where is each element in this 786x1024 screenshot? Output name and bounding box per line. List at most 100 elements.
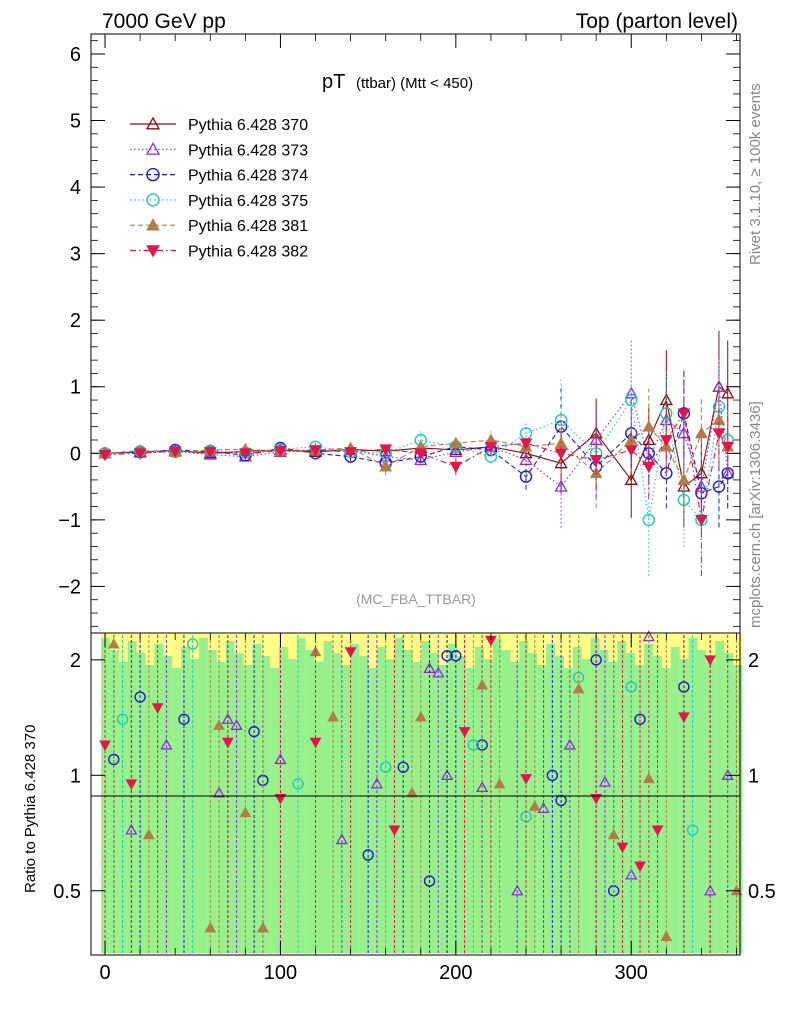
ratio-band-green [359, 656, 369, 953]
data-point [203, 447, 217, 459]
ratio-point [511, 884, 524, 896]
main-ytick-label: 4 [70, 177, 81, 199]
data-point [589, 455, 603, 467]
ratio-ylabel: Ratio to Pythia 6.428 370 [22, 725, 39, 893]
data-point [98, 449, 112, 462]
data-point [554, 479, 568, 492]
series-line [105, 411, 729, 520]
data-point [484, 441, 498, 454]
series-5 [98, 369, 735, 576]
data-point [677, 408, 691, 420]
main-ytick-label: 3 [70, 244, 81, 266]
ratio-band-green [528, 653, 538, 953]
ratio-point [476, 678, 489, 690]
ratio-point [406, 786, 418, 798]
ratio-point [274, 753, 287, 765]
ratio-point [704, 655, 717, 666]
ratio-band-green [510, 662, 520, 953]
ratio-point [555, 794, 567, 807]
data-point [712, 480, 726, 493]
ratio-band-green [181, 647, 191, 953]
ratio-point [134, 691, 146, 703]
data-point [133, 448, 147, 460]
ratio-band-green [519, 641, 529, 953]
ratio-point [221, 712, 234, 724]
ratio-point [642, 772, 655, 784]
ratio-point [99, 740, 111, 751]
ratio-plot: 0.5 0.5 1 1 2 2 0 100 200 300 Ratio to Pythia 6.… [22, 34, 776, 984]
data-point [624, 433, 638, 445]
data-point [379, 444, 393, 456]
ratio-band-green [109, 650, 120, 953]
data-point [659, 435, 673, 447]
data-point [721, 441, 735, 454]
mcplots-label: mcplots.cern.ch [arXiv:1306.3436] [747, 401, 764, 628]
ratio-band-green [261, 656, 271, 953]
data-point [642, 513, 655, 527]
series-line [105, 413, 729, 494]
ratio-point [221, 737, 234, 749]
legend-entry: Pythia 6.428 373 [188, 142, 308, 159]
main-y-axis: −2 −1 0 1 2 3 4 5 6 [58, 40, 740, 627]
ratio-point [125, 823, 138, 835]
ratio-point [397, 761, 409, 773]
main-ytick-label: 1 [70, 377, 81, 399]
data-point [274, 445, 287, 458]
data-point [695, 514, 708, 527]
ratio-point [257, 921, 269, 933]
ratio-band-green [279, 647, 289, 953]
ratio-band-green [635, 665, 645, 953]
ratio-point [414, 710, 427, 722]
ratio-point [125, 779, 138, 790]
ratio-band-green [644, 644, 654, 953]
ratio-band-green [234, 653, 244, 953]
ratio-point [160, 738, 173, 750]
data-point [712, 379, 726, 392]
ratio-plot-frame [90, 632, 741, 956]
xtick-label: 200 [439, 962, 472, 984]
ratio-band-green [501, 650, 512, 953]
ratio-point [467, 739, 480, 751]
ratio-band-green [706, 662, 716, 953]
data-point [642, 420, 656, 432]
ratio-band-green [448, 644, 458, 953]
series-line [104, 419, 729, 482]
main-series-layer [98, 330, 735, 576]
ratio-point [590, 654, 602, 666]
ratio-point [651, 825, 664, 837]
plot-title-main: pT [322, 71, 345, 93]
data-point [519, 446, 533, 459]
ratio-band-green [243, 665, 253, 953]
ratio-point [572, 682, 585, 694]
legend-marker [145, 141, 161, 155]
ratio-band-green [652, 656, 663, 953]
ratio-ytick-label: 1 [70, 765, 81, 787]
rivet-label: Rivet 3.1.10, ≥ 100k events [747, 83, 764, 265]
ratio-point [327, 710, 339, 722]
series-1 [98, 330, 735, 528]
ratio-point [493, 777, 506, 789]
ratio-series-layer [99, 630, 743, 953]
ratio-point [116, 713, 129, 725]
ratio-point [686, 824, 699, 836]
ratio-point [546, 769, 559, 782]
ratio-band-green [368, 668, 378, 953]
data-point [519, 470, 533, 483]
ratio-band-green [599, 650, 609, 953]
legend-marker [146, 193, 160, 207]
analysis-label: (MC_FBA_TTBAR) [356, 591, 476, 607]
legend-marker [146, 245, 160, 258]
ratio-band-green [421, 641, 431, 953]
ratio-point [344, 647, 357, 658]
legend-marker [146, 218, 160, 231]
ratio-band-green [563, 668, 574, 953]
ratio-point [178, 713, 190, 725]
data-point [712, 428, 726, 440]
data-point [554, 448, 568, 460]
ratio-point [607, 828, 620, 840]
ratio-band-green [457, 656, 467, 953]
x-axis: 0 100 200 300 [99, 34, 737, 984]
ratio-band-green [305, 650, 316, 953]
data-point [642, 461, 656, 474]
ratio-band-green [252, 644, 262, 953]
